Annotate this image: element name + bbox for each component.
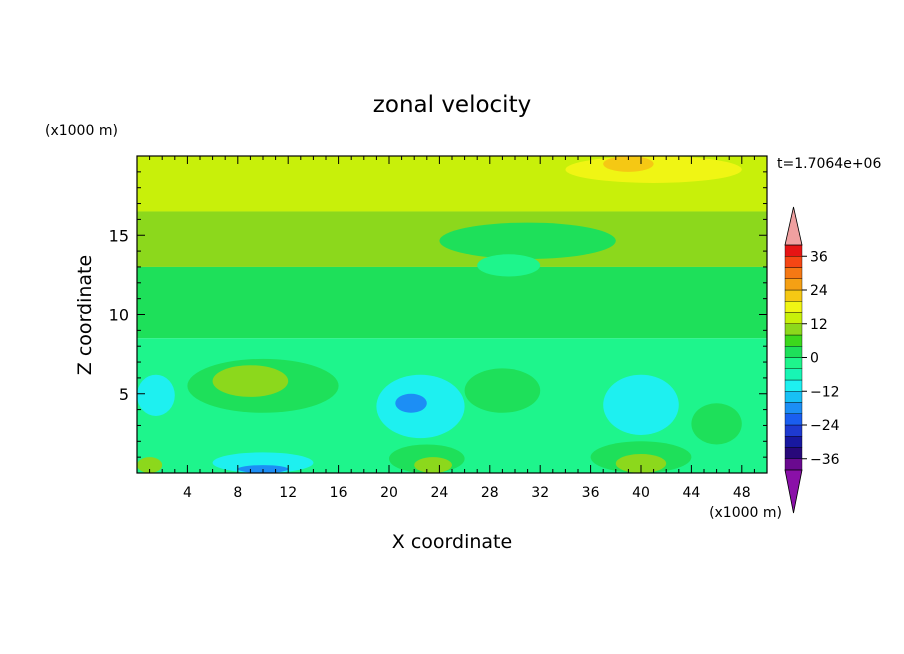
y-axis-ticks: 5 10 15 xyxy=(109,171,767,458)
x-axis-label: X coordinate xyxy=(392,531,512,553)
colorbar-tick-label: −36 xyxy=(810,452,840,468)
colorbar-under-triangle xyxy=(784,469,803,514)
colorbar-swatch xyxy=(784,379,803,392)
colorbar-swatch xyxy=(784,368,803,381)
colorbar-swatch xyxy=(784,402,803,414)
colorbar-tick-label: 24 xyxy=(810,283,828,299)
y-axis-label: Z coordinate xyxy=(74,255,96,375)
field-patch-14 xyxy=(414,457,452,473)
colorbar-swatch xyxy=(784,323,803,336)
field-patch-5 xyxy=(212,365,289,397)
y-unit-label: (x1000 m) xyxy=(45,123,118,139)
colorbar-swatch xyxy=(784,346,803,358)
x-axis-ticks: 4 8 12 16 20 24 28 32 36 40 44 48 xyxy=(149,156,755,501)
colorbar-tick-label: 36 xyxy=(810,249,828,265)
field-band-2 xyxy=(137,266,767,339)
y-tick-label: 15 xyxy=(109,226,129,245)
x-tick-label: 8 xyxy=(233,485,242,501)
colorbar-swatch xyxy=(784,458,803,471)
x-tick-label: 24 xyxy=(430,485,448,501)
x-tick-label: 20 xyxy=(380,485,398,501)
x-unit-label: (x1000 m) xyxy=(709,505,782,521)
colorbar-swatch xyxy=(784,256,803,268)
field-patch-9 xyxy=(603,374,679,435)
colorbar-swatch xyxy=(784,391,803,403)
field-patch-3 xyxy=(477,254,541,277)
contour-field xyxy=(137,156,767,473)
field-patch-2 xyxy=(439,222,616,260)
colorbar-swatch xyxy=(784,278,803,291)
colorbar-swatch xyxy=(784,301,803,313)
field-patch-8 xyxy=(395,393,427,413)
y-tick-label: 5 xyxy=(119,385,129,404)
colorbar-over-triangle xyxy=(784,206,803,246)
x-tick-label: 44 xyxy=(682,485,700,501)
field-patch-0 xyxy=(565,156,742,183)
field-patch-12 xyxy=(615,453,667,473)
colorbar-tick-label: −24 xyxy=(810,418,840,434)
field-patch-10 xyxy=(137,374,175,416)
chart-title: zonal velocity xyxy=(373,92,531,118)
colorbar-swatch xyxy=(784,334,803,347)
x-tick-label: 12 xyxy=(279,485,297,501)
x-tick-label: 40 xyxy=(632,485,650,501)
colorbar-swatch xyxy=(784,244,803,257)
time-label: t=1.7064e+06 xyxy=(777,156,881,172)
colorbar-swatch xyxy=(784,357,803,369)
x-tick-label: 28 xyxy=(481,485,499,501)
colorbar-tick-label: 0 xyxy=(810,351,819,367)
colorbar-tick-label: −12 xyxy=(810,384,840,400)
colorbar-swatch xyxy=(784,424,803,437)
field-patch-18 xyxy=(137,457,163,473)
colorbar-swatch xyxy=(784,289,803,302)
x-tick-label: 16 xyxy=(330,485,348,501)
field-patch-6 xyxy=(464,368,541,413)
field-patch-17 xyxy=(691,403,742,445)
x-tick-label: 32 xyxy=(531,485,549,501)
colorbar-swatch xyxy=(784,413,803,426)
colorbar-swatch xyxy=(784,447,803,459)
x-tick-label: 48 xyxy=(733,485,751,501)
colorbar-swatch xyxy=(784,267,803,279)
y-tick-label: 10 xyxy=(109,306,129,325)
x-tick-label: 36 xyxy=(582,485,600,501)
colorbar-swatch xyxy=(784,312,803,324)
colorbar: 36 24 12 0 −12 −24 −36 xyxy=(784,206,840,514)
colorbar-tick-label: 12 xyxy=(810,317,828,333)
colorbar-swatch xyxy=(784,436,803,448)
x-tick-label: 4 xyxy=(183,485,192,501)
